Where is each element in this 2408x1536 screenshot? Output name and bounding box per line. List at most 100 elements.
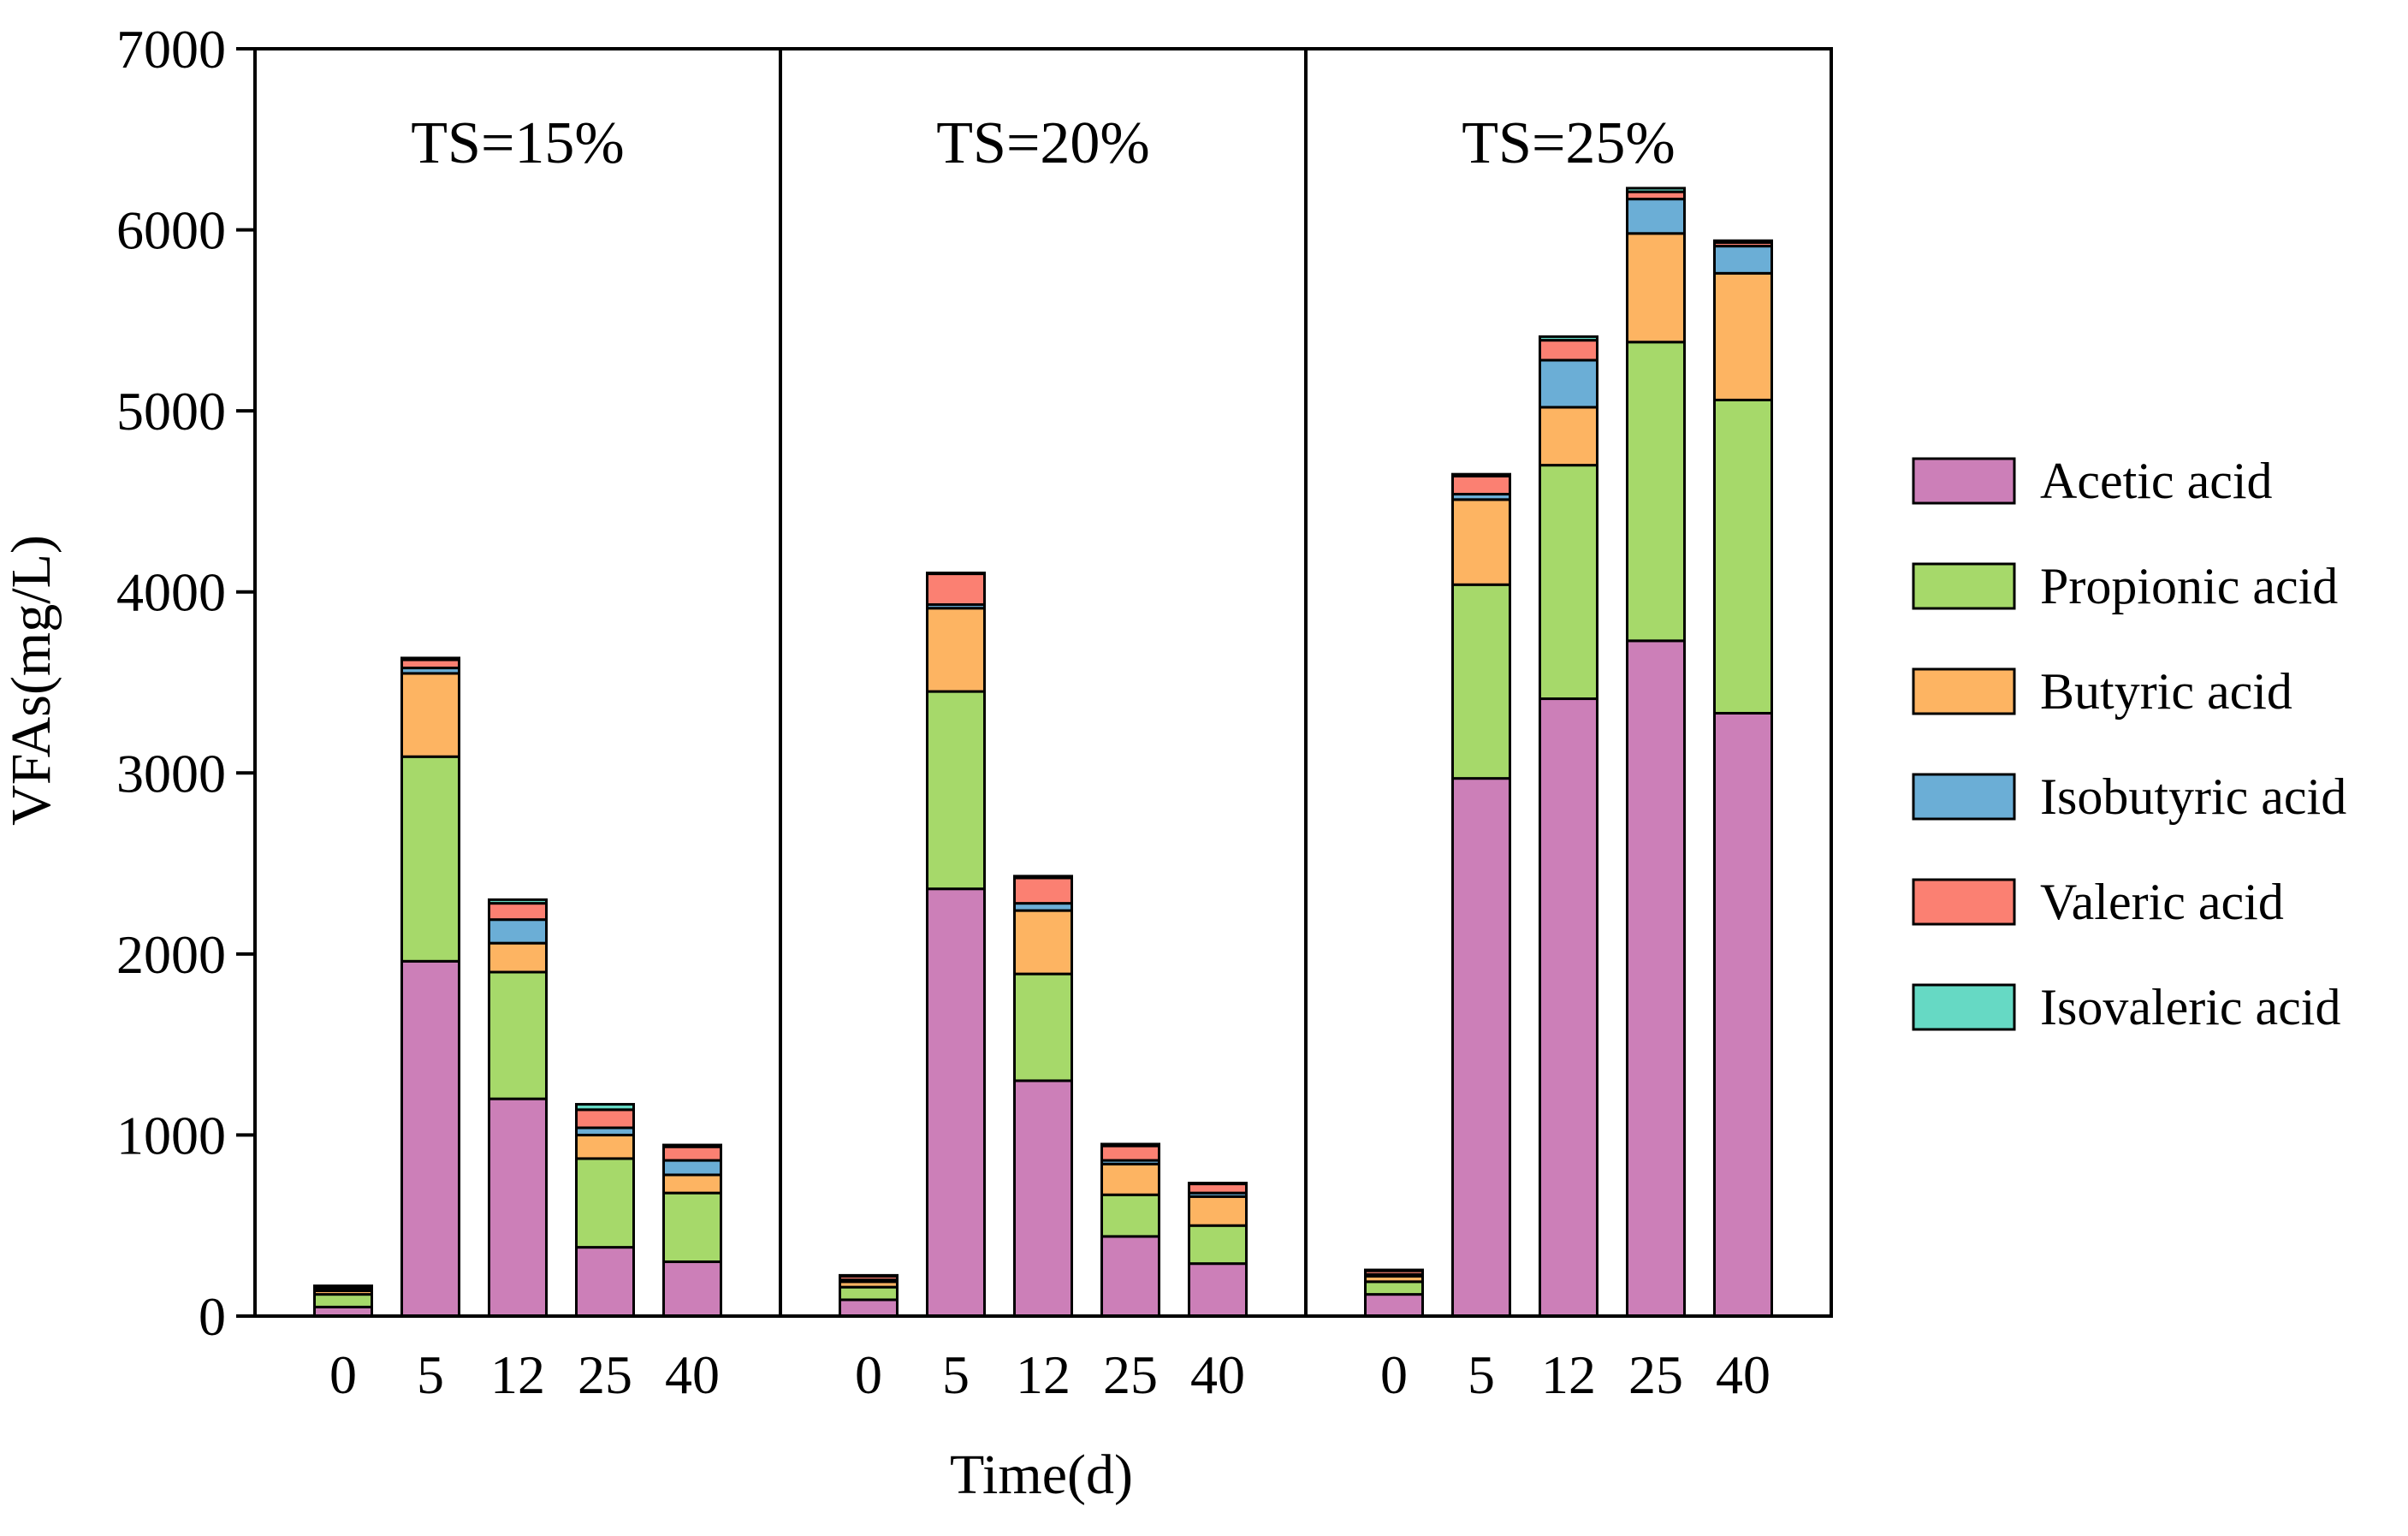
bar-segment-valeric-acid <box>1451 474 1511 495</box>
bar-segment-butyric-acid <box>662 1173 722 1195</box>
legend-swatch <box>1912 562 2016 610</box>
panel-3: TS=25% <box>1364 110 1773 1318</box>
bar-segment-butyric-acid <box>1013 909 1073 976</box>
bar-segment-acetic-acid <box>488 1097 548 1318</box>
legend-item: Isovaleric acid <box>1912 979 2340 1035</box>
y-tick-label: 2000 <box>116 924 226 985</box>
bar-segment-isovaleric-acid <box>1364 1268 1424 1272</box>
x-tick-label: 40 <box>665 1344 720 1405</box>
bar-segment-valeric-acid <box>575 1108 635 1130</box>
y-tick-label: 7000 <box>116 19 226 80</box>
bar-stack <box>1188 1181 1248 1318</box>
bar-segment-isobutyric-acid <box>1626 198 1686 235</box>
bar-segment-isobutyric-acid <box>1713 245 1773 275</box>
x-tick-label: 0 <box>1380 1344 1408 1405</box>
x-tick-label: 25 <box>1103 1344 1158 1405</box>
legend-swatch <box>1912 773 2016 821</box>
bar-segment-isovaleric-acid <box>926 571 986 576</box>
bar-segment-butyric-acid <box>1539 406 1598 467</box>
x-tick-label: 25 <box>578 1344 632 1405</box>
bar-stack <box>1013 875 1073 1318</box>
bar-segment-propionic-acid <box>488 970 548 1100</box>
bar-segment-isovaleric-acid <box>1539 335 1598 342</box>
panel-title: TS=25% <box>1462 110 1675 176</box>
legend: Acetic acid Propionic acid Butyric acid Iso… <box>1912 453 2346 1035</box>
bar-stack <box>400 656 460 1318</box>
bar-segment-propionic-acid <box>1364 1280 1424 1296</box>
x-tick-label: 25 <box>1628 1344 1683 1405</box>
bars-layer: TS=15% TS=20% TS=25% <box>313 110 1773 1318</box>
x-tick-label: 12 <box>490 1344 545 1405</box>
x-tick-label: 5 <box>417 1344 444 1405</box>
bar-stack <box>313 1284 373 1318</box>
bar-segment-propionic-acid <box>1100 1193 1160 1238</box>
bar-segment-acetic-acid <box>1100 1235 1160 1318</box>
bar-segment-propionic-acid <box>575 1157 635 1249</box>
axes-layer: VFAs(mg/L) Time(d) 0 5 12 25 40 0 5 12 25 40 0 5 12 2… <box>0 19 1770 1506</box>
bar-stack <box>839 1273 899 1318</box>
legend-item: Acetic acid <box>1912 453 2273 509</box>
legend-swatch <box>1912 667 2016 715</box>
bar-segment-isovaleric-acid <box>1100 1142 1160 1148</box>
bar-segment-isovaleric-acid <box>662 1143 722 1148</box>
x-tick-label: 12 <box>1541 1344 1596 1405</box>
bar-segment-acetic-acid <box>1013 1079 1073 1318</box>
bar-segment-acetic-acid <box>1188 1262 1248 1318</box>
bar-segment-isobutyric-acid <box>1539 359 1598 409</box>
bar-segment-acetic-acid <box>1539 697 1598 1318</box>
y-tick-label: 6000 <box>116 200 226 261</box>
x-tick-label: 0 <box>329 1344 357 1405</box>
x-tick-label: 40 <box>1716 1344 1770 1405</box>
legend-label: Acetic acid <box>2040 453 2273 509</box>
bar-stack <box>1100 1142 1160 1318</box>
y-tick-label: 0 <box>199 1286 226 1347</box>
legend-label: Propionic acid <box>2040 558 2338 614</box>
bar-segment-isovaleric-acid <box>488 898 548 905</box>
x-tick-label: 0 <box>855 1344 882 1405</box>
x-tick-label: 5 <box>1468 1344 1495 1405</box>
bar-segment-valeric-acid <box>662 1145 722 1162</box>
bar-stack <box>662 1143 722 1318</box>
bar-segment-isovaleric-acid <box>313 1284 373 1289</box>
bar-segment-butyric-acid <box>1100 1162 1160 1196</box>
bar-stack <box>1364 1268 1424 1318</box>
bar-segment-isobutyric-acid <box>488 918 548 945</box>
bar-segment-butyric-acid <box>1188 1195 1248 1227</box>
bar-segment-acetic-acid <box>926 887 986 1318</box>
legend-label: Isobutyric acid <box>2040 768 2346 825</box>
panel-title: TS=20% <box>936 110 1149 176</box>
bar-segment-valeric-acid <box>1013 876 1073 905</box>
bar-segment-isovaleric-acid <box>839 1273 899 1278</box>
bar-segment-valeric-acid <box>1100 1144 1160 1162</box>
legend-item: Butyric acid <box>1912 663 2292 720</box>
x-tick-label: 12 <box>1016 1344 1071 1405</box>
bar-stack <box>575 1102 635 1318</box>
legend-label: Isovaleric acid <box>2040 979 2340 1035</box>
bar-segment-acetic-acid <box>1626 639 1686 1318</box>
bar-stack <box>1451 472 1511 1318</box>
bar-stack <box>1713 239 1773 1318</box>
bar-segment-propionic-acid <box>926 690 986 891</box>
y-tick-label: 5000 <box>116 381 226 442</box>
bar-segment-isovaleric-acid <box>1013 875 1073 880</box>
bar-segment-acetic-acid <box>1364 1293 1424 1318</box>
bar-segment-propionic-acid <box>1626 341 1686 643</box>
bar-segment-isobutyric-acid <box>662 1159 722 1177</box>
bar-segment-valeric-acid <box>488 902 548 922</box>
panel-1: TS=15% <box>313 110 722 1318</box>
bar-segment-butyric-acid <box>488 941 548 974</box>
bar-segment-valeric-acid <box>1188 1183 1248 1195</box>
bar-segment-butyric-acid <box>575 1133 635 1160</box>
bar-segment-propionic-acid <box>1451 583 1511 780</box>
bar-segment-isovaleric-acid <box>1451 472 1511 477</box>
bar-segment-butyric-acid <box>1451 498 1511 586</box>
bar-segment-propionic-acid <box>400 755 460 963</box>
bar-stack <box>1626 187 1686 1318</box>
bar-segment-propionic-acid <box>1013 972 1073 1082</box>
x-tick-label: 40 <box>1190 1344 1245 1405</box>
bar-segment-acetic-acid <box>1713 711 1773 1318</box>
legend-item: Propionic acid <box>1912 558 2338 614</box>
legend-item: Valeric acid <box>1912 874 2284 930</box>
legend-swatch <box>1912 878 2016 926</box>
